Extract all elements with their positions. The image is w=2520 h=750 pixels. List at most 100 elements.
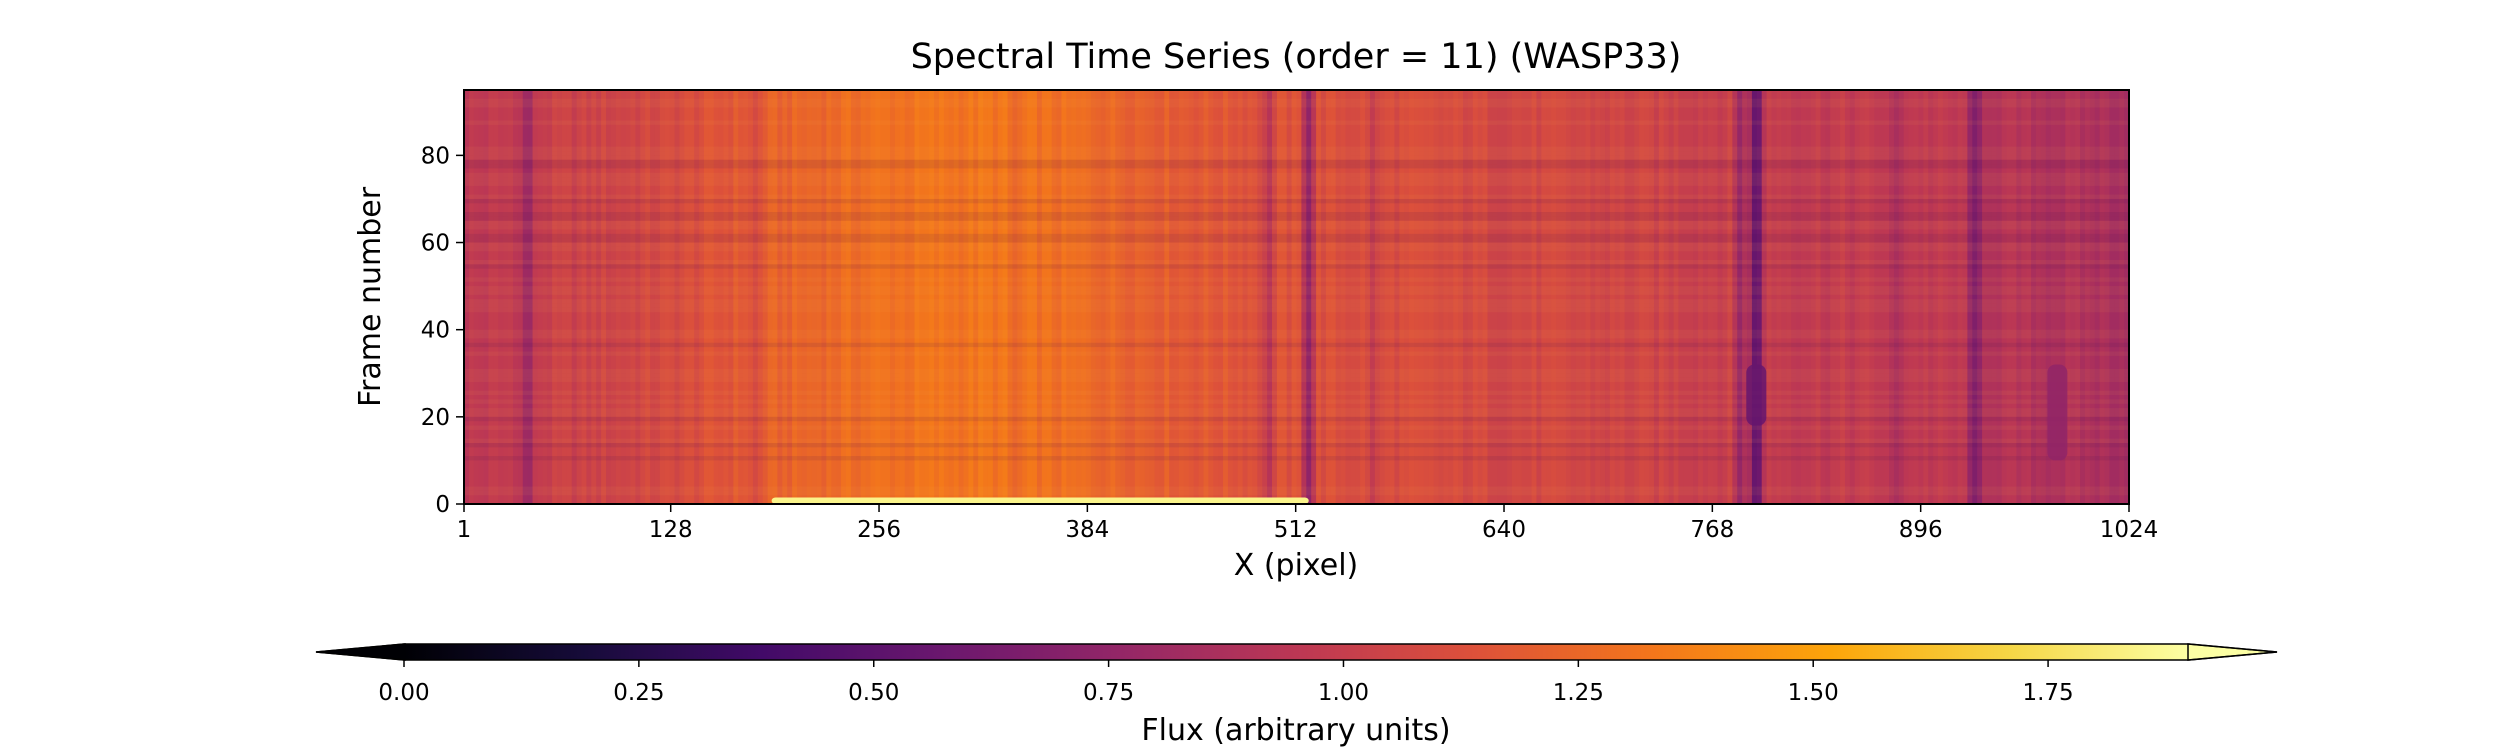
heatmap-column (1781, 90, 1787, 504)
heatmap-column (606, 90, 612, 504)
heatmap-column (1085, 90, 1092, 504)
frame-row (464, 98, 2129, 104)
heatmap-column (733, 90, 739, 504)
heatmap-column (1688, 90, 1694, 504)
heatmap-column (801, 90, 808, 504)
heatmap-column (1497, 90, 1503, 504)
heatmap-column (1986, 90, 1993, 504)
heatmap-column (1810, 90, 1817, 504)
heatmap-column (1546, 90, 1552, 504)
heatmap-column (811, 90, 818, 504)
heatmap-column (1972, 90, 1978, 504)
heatmap-column (1448, 90, 1454, 504)
heatmap-column (1874, 90, 1880, 504)
colorbar-tick-label: 1.25 (1553, 680, 1604, 706)
transient-feature (2047, 364, 2068, 461)
heatmap-column (968, 90, 974, 504)
heatmap-column (1722, 90, 1729, 504)
frame-row (464, 412, 2129, 417)
heatmap-column (880, 90, 886, 504)
heatmap-column (1076, 90, 1082, 504)
x-tick-label: 256 (857, 517, 901, 543)
heatmap-column (1178, 90, 1185, 504)
heatmap-column (1066, 90, 1072, 504)
frame-row (464, 177, 2129, 182)
heatmap-column (488, 90, 495, 504)
heatmap-column (1384, 90, 1391, 504)
heatmap-column (1742, 90, 1748, 504)
plot-frame (463, 89, 2130, 505)
heatmap-column (1320, 90, 1327, 504)
heatmap-column (1526, 90, 1533, 504)
heatmap-column (1036, 90, 1043, 504)
heatmap-column (1531, 90, 1538, 504)
heatmap-column (1918, 90, 1925, 504)
heatmap-column (1012, 90, 1019, 504)
heatmap-column (1600, 90, 1606, 504)
colorbar-tick-label: 0.50 (848, 680, 899, 706)
heatmap-column (1516, 90, 1523, 504)
heatmap-column (2060, 90, 2067, 504)
heatmap-column (1614, 90, 1621, 504)
frame-row (464, 164, 2129, 169)
heatmap-column (1996, 90, 2003, 504)
heatmap-column (1938, 90, 1944, 504)
heatmap-column (1227, 90, 1234, 504)
frame-row (464, 246, 2129, 252)
heatmap-column (1864, 90, 1871, 504)
frame-row (464, 155, 2129, 160)
heatmap-column (1027, 90, 1033, 504)
heatmap-column (924, 90, 930, 504)
heatmap-column (1825, 90, 1831, 504)
heatmap-column (953, 90, 960, 504)
bright-frame-feature (771, 497, 1309, 504)
heatmap-plot (464, 90, 2129, 504)
heatmap-column (586, 90, 593, 504)
frame-row (464, 368, 2129, 374)
heatmap-column (1854, 90, 1861, 504)
heatmap-column (1967, 90, 1973, 504)
heatmap-column (728, 90, 735, 504)
heatmap-column (1125, 90, 1131, 504)
heatmap-column (772, 90, 779, 504)
heatmap-column (1051, 90, 1058, 504)
y-tick-label: 40 (421, 318, 450, 344)
heatmap-column (1487, 90, 1494, 504)
y-tick-label: 80 (421, 143, 450, 169)
heatmap-column (997, 90, 1004, 504)
heatmap-column (1115, 90, 1121, 504)
heatmap-column (1698, 90, 1704, 504)
heatmap-column (1683, 90, 1689, 504)
heatmap-column (708, 90, 715, 504)
frame-row (464, 299, 2129, 304)
heatmap-column (1120, 90, 1126, 504)
heatmap-column (1203, 90, 1210, 504)
heatmap-column (1859, 90, 1866, 504)
heatmap-column (1232, 90, 1239, 504)
heatmap-column (561, 90, 568, 504)
heatmap-column (1002, 90, 1009, 504)
heatmap-column (625, 90, 632, 504)
heatmap-column (1286, 90, 1293, 504)
frame-row (464, 351, 2129, 356)
heatmap-column (694, 90, 700, 504)
frame-row (464, 486, 2129, 491)
colorbar-tick-label: 1.75 (2022, 680, 2073, 706)
heatmap-column (943, 90, 950, 504)
heatmap-column (1443, 90, 1450, 504)
heatmap-column (743, 90, 749, 504)
heatmap-column (1046, 90, 1053, 504)
heatmap-column (1844, 90, 1851, 504)
heatmap-column (493, 90, 499, 504)
frame-row (464, 216, 2129, 221)
heatmap-column (1223, 90, 1229, 504)
heatmap-column (2084, 90, 2091, 504)
frame-row (464, 416, 2129, 422)
heatmap-column (517, 90, 524, 504)
heatmap-column (1081, 90, 1087, 504)
colorbar-tick-label: 0.00 (378, 680, 429, 706)
heatmap-column (1032, 90, 1038, 504)
heatmap-column (1756, 90, 1763, 504)
heatmap-column (894, 90, 901, 504)
heatmap-column (1653, 90, 1660, 504)
